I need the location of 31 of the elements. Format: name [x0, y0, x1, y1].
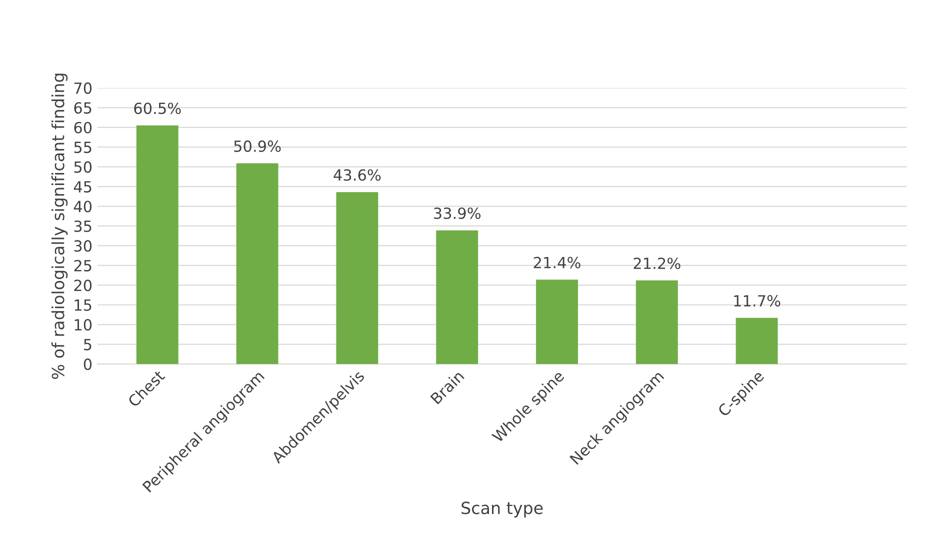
data-label: 21.4%: [534, 256, 580, 268]
y-tick-label: 60: [74, 122, 92, 134]
bar: [536, 280, 578, 364]
data-label: 11.7%: [734, 295, 780, 307]
bar: [336, 192, 378, 364]
bar: [236, 163, 278, 364]
bar: [136, 125, 178, 364]
data-label: 43.6%: [334, 169, 381, 181]
y-tick-label: 25: [74, 260, 92, 272]
y-tick-label: 55: [74, 142, 92, 154]
y-tick-label: 30: [74, 240, 92, 252]
y-tick-label: 50: [74, 161, 92, 173]
y-tick-label: 10: [74, 319, 92, 331]
y-tick-label: 35: [74, 220, 92, 232]
bar: [436, 230, 478, 364]
bar: [736, 318, 778, 364]
y-axis-title: % of radiologically significant finding: [51, 74, 68, 379]
y-tick-label: 5: [84, 338, 92, 350]
data-label: 60.5%: [134, 102, 181, 114]
y-tick-label: 65: [74, 102, 92, 114]
data-label: 33.9%: [434, 207, 481, 220]
x-axis-title: Scan type: [462, 502, 543, 518]
y-tick-label: 20: [74, 280, 92, 292]
y-tick-label: 0: [84, 358, 92, 370]
y-tick-label: 70: [74, 82, 92, 94]
y-tick-label: 45: [74, 181, 92, 193]
y-tick-label: 40: [74, 200, 92, 212]
y-tick-label: 15: [74, 300, 92, 311]
bar: [636, 280, 678, 364]
data-label: 50.9%: [234, 140, 281, 152]
data-label: 21.2%: [634, 258, 680, 270]
